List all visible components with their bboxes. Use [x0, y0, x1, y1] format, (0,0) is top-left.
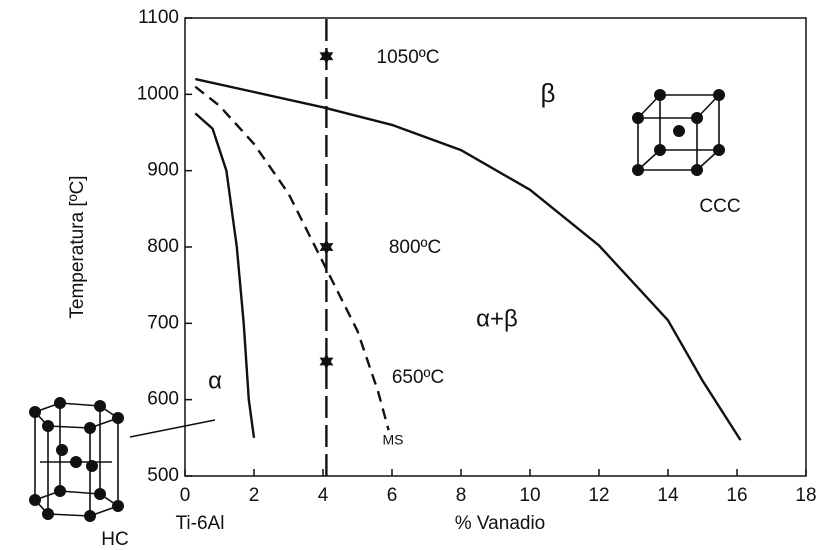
x-tick-label: 4: [318, 485, 329, 506]
y-tick-label: 500: [147, 465, 179, 486]
y-tick-label: 1000: [137, 83, 179, 104]
x-tick-label: 10: [519, 485, 540, 506]
x-tick-label: 18: [795, 485, 816, 506]
y-tick-label: 700: [147, 312, 179, 333]
star-marker: [319, 48, 334, 65]
x-tick-label: 8: [456, 485, 467, 506]
x-tick-label: 6: [387, 485, 398, 506]
ccc-cell-icon: [632, 89, 725, 176]
x-axis-label: % Vanadio: [455, 513, 546, 534]
annotation: 650ºC: [392, 367, 444, 388]
y-tick-label: 800: [147, 236, 179, 257]
y-tick-label: 1100: [138, 7, 179, 28]
x-tick-label: 12: [588, 485, 609, 506]
hc-cell-icon: [29, 397, 216, 522]
annotation: 800ºC: [389, 237, 441, 258]
y-tick-label: 900: [147, 160, 179, 181]
annotation: α: [208, 367, 222, 394]
x-tick-label: 14: [657, 485, 679, 506]
x-tick-label: 16: [726, 485, 747, 506]
y-axis-label: Temperatura [ºC]: [67, 175, 88, 318]
star-marker: [319, 239, 334, 255]
phase-curve: [195, 77, 742, 441]
phase-curve: [194, 85, 390, 431]
annotation: 1050ºC: [377, 47, 440, 68]
star-marker: [319, 353, 334, 370]
annotation: HC: [101, 529, 128, 550]
plot-frame: [184, 17, 807, 477]
x-tick-label: 2: [249, 485, 260, 506]
annotation: Ti-6Al: [176, 513, 225, 534]
annotation: α+β: [476, 305, 518, 332]
annotation: MS: [383, 432, 404, 448]
annotation: β: [541, 78, 556, 108]
phase-curve: [194, 112, 256, 438]
x-tick-label: 0: [180, 485, 191, 506]
y-tick-label: 600: [147, 389, 179, 410]
annotation: CCC: [699, 196, 740, 217]
